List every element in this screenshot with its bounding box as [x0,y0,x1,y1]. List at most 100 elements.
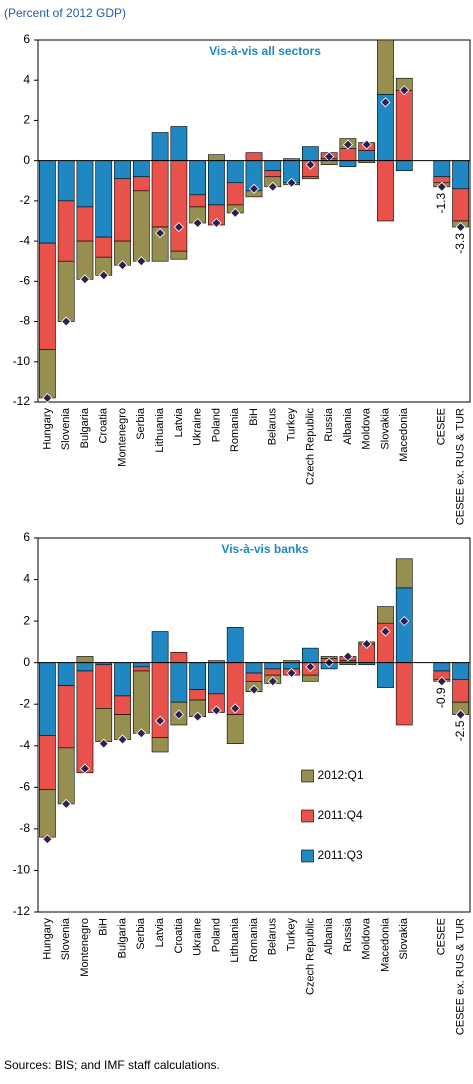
x-tick-label: Poland [210,918,222,952]
bar-segment [208,154,225,161]
x-tick-label: Albania [342,407,354,445]
bar-segment [301,176,319,180]
bar-segment [264,668,282,676]
total-marker [155,228,166,239]
total-marker [117,734,128,745]
x-tick-label: Moldova [361,407,373,449]
total-marker [399,616,410,627]
bar-segment [151,226,169,262]
total-marker [117,260,128,271]
bar-segment [151,631,169,663]
bar-segment [151,662,169,738]
total-marker [173,221,184,233]
x-tick-label: Macedonia [398,407,410,462]
x-tick-label: Croatia [98,407,110,443]
x-tick-label: Montenegro [79,918,91,977]
bar-segment [395,558,413,589]
total-label: -2.5 [453,720,467,741]
panel-title: Vis-à-vis banks [221,542,308,556]
total-label: -1.3 [434,192,448,213]
x-tick-label: Macedonia [379,917,391,972]
source: Sources: BIS; and IMF staff calculations… [4,1058,220,1072]
bar-segment [114,695,131,715]
bar-segment [377,606,394,624]
x-tick-label: Bulgaria [116,917,128,958]
y-tick-label: -10 [13,863,31,877]
total-label: -3.3 [453,233,467,254]
note: (Percent of 2012 GDP) [4,6,126,20]
bar-segment [226,714,244,744]
x-tick-label: Russia [342,917,354,952]
y-tick-label: -2 [19,696,30,710]
x-tick-label: Poland [210,408,222,442]
legend-label: 2011:Q3 [318,848,363,862]
bar-segment [377,662,394,688]
legend-swatch [301,849,314,863]
bar-segment [39,160,56,244]
total-marker [267,181,278,192]
y-tick-label: -8 [19,314,30,328]
x-tick-label: Croatia [173,917,185,953]
bar-segment [226,160,244,184]
total-marker [230,207,241,219]
bar-segment [245,662,263,674]
x-tick-label: Latvia [173,407,185,437]
bar-segment [377,160,394,222]
y-tick-label: 2 [23,613,30,627]
bar-segment [301,146,319,161]
total-marker [230,703,241,714]
bar-segment [76,240,94,280]
total-marker [305,661,316,672]
legend-swatch [301,809,314,823]
bar-segment [57,200,75,262]
bar-segment [95,664,113,709]
x-tick-label: CESEE ex. RUS & TUR [455,918,467,1035]
x-tick-label: Hungary [41,918,53,960]
bar-segment [57,260,75,322]
legend-swatch [301,769,314,783]
bar-segment [395,160,413,172]
total-marker [61,798,72,810]
x-tick-label: Turkey [285,918,297,952]
y-tick-label: -10 [13,354,31,368]
y-tick-label: -6 [19,274,30,288]
x-tick-label: Serbia [135,917,147,950]
bar-segment [452,188,469,222]
x-tick-label: Turkey [285,408,297,442]
x-tick-label: CESEE ex. RUS & TUR [455,408,467,525]
bar-segment [76,656,94,663]
bar-segment [208,160,225,206]
total-marker [361,139,372,150]
total-marker [380,97,391,108]
bar-segment [57,662,75,686]
bar-segment [151,132,169,161]
plot-frame [37,537,471,913]
bar-segment [132,190,150,262]
y-tick-label: -4 [19,738,30,752]
bar-segment [114,662,131,697]
bar-segment [339,160,357,168]
x-tick-label: Slovakia [398,917,410,959]
bar-segment [301,674,319,682]
total-marker [436,181,447,192]
bar-segment [226,182,244,206]
bar-segment [76,670,94,774]
bar-segment [170,662,188,703]
bar-segment [452,160,469,190]
y-tick-label: -8 [19,821,30,835]
bar-segment [39,789,56,838]
total-marker [211,705,222,716]
x-tick-label: CESEE [436,918,448,955]
bar-segment [301,647,319,663]
bar-segment [264,170,282,178]
x-tick-label: Ukraine [192,408,204,446]
total-marker [211,217,222,229]
bar-segment [452,678,469,703]
x-tick-label: CESEE [436,408,448,445]
y-tick-label: -2 [19,193,30,207]
bar-segment [170,160,188,252]
bar-segment [377,39,394,95]
bar-segment [95,236,113,258]
y-tick-label: 6 [23,32,30,46]
legend-label: 2011:Q4 [318,808,363,822]
